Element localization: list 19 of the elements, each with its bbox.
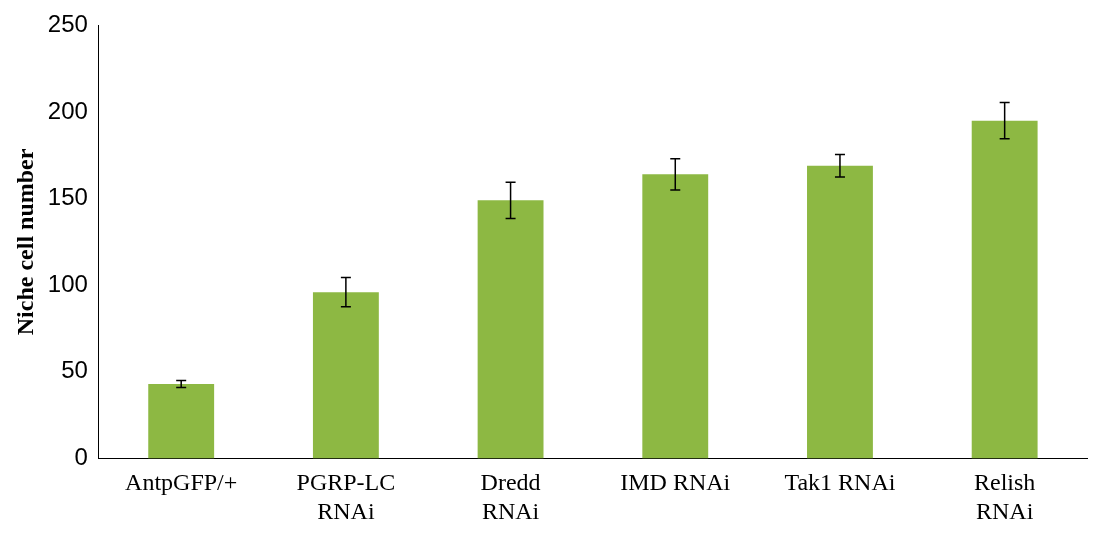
bar xyxy=(312,292,379,459)
y-tick-label: 50 xyxy=(61,356,88,384)
x-tick-label: IMD RNAi xyxy=(620,469,731,496)
y-tick-label: 200 xyxy=(47,96,88,124)
y-tick-label: 250 xyxy=(47,10,88,38)
bar xyxy=(642,174,709,459)
y-axis-title: Niche cell number xyxy=(11,148,38,336)
x-tick-label: PGRP-LC RNAi xyxy=(296,469,396,524)
bar xyxy=(971,120,1038,459)
bar xyxy=(477,200,544,459)
x-tick-label: AntpGFP/+ xyxy=(125,469,238,496)
bar xyxy=(148,383,215,459)
bar xyxy=(807,165,873,459)
x-tick-label: Relish RNAi xyxy=(973,469,1036,524)
y-tick-label: 100 xyxy=(47,269,88,297)
y-tick-label: 150 xyxy=(47,183,88,211)
x-tick-label: Tak1 RNAi xyxy=(784,469,896,496)
y-tick-label: 0 xyxy=(74,443,88,471)
x-tick-label: Dredd RNAi xyxy=(480,469,541,524)
